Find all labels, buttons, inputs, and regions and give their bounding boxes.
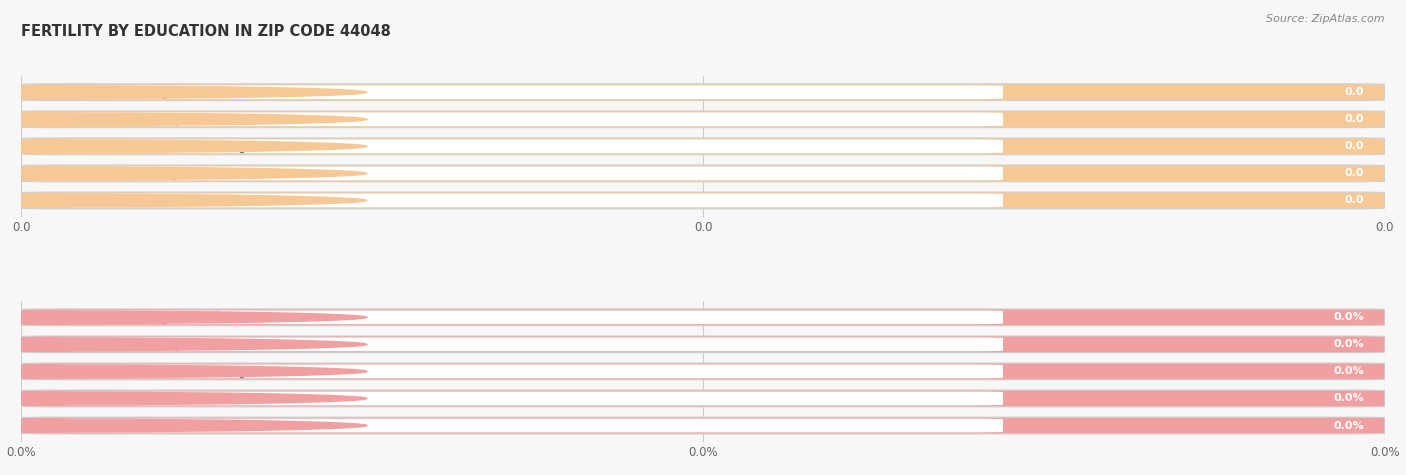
Text: FERTILITY BY EDUCATION IN ZIP CODE 44048: FERTILITY BY EDUCATION IN ZIP CODE 44048 xyxy=(21,24,391,39)
Text: 0.0%: 0.0% xyxy=(1334,339,1364,349)
FancyBboxPatch shape xyxy=(21,336,1385,353)
Text: 0.0%: 0.0% xyxy=(1334,420,1364,430)
Text: Graduate Degree: Graduate Degree xyxy=(90,194,191,207)
FancyBboxPatch shape xyxy=(21,84,1385,101)
Text: 0.0%: 0.0% xyxy=(1334,312,1364,323)
FancyBboxPatch shape xyxy=(55,311,1002,324)
FancyBboxPatch shape xyxy=(21,111,1385,128)
Circle shape xyxy=(0,86,367,99)
FancyBboxPatch shape xyxy=(21,138,1385,155)
FancyBboxPatch shape xyxy=(21,390,1385,407)
FancyBboxPatch shape xyxy=(55,337,1002,351)
Text: 0.0: 0.0 xyxy=(1346,195,1364,206)
Text: 0.0%: 0.0% xyxy=(1334,393,1364,403)
FancyBboxPatch shape xyxy=(55,167,1002,180)
Text: College or Associate's Degree: College or Associate's Degree xyxy=(90,365,266,378)
Text: 0.0%: 0.0% xyxy=(1334,366,1364,376)
Text: 0.0: 0.0 xyxy=(1346,114,1364,124)
Circle shape xyxy=(0,311,367,323)
Text: Less than High School: Less than High School xyxy=(90,311,219,324)
Text: High School Diploma: High School Diploma xyxy=(90,338,212,351)
Text: Bachelor's Degree: Bachelor's Degree xyxy=(90,167,197,180)
FancyBboxPatch shape xyxy=(55,194,1002,207)
FancyBboxPatch shape xyxy=(55,364,1002,378)
Text: Graduate Degree: Graduate Degree xyxy=(90,419,191,432)
FancyBboxPatch shape xyxy=(55,113,1002,126)
Text: High School Diploma: High School Diploma xyxy=(90,113,212,126)
Circle shape xyxy=(0,338,367,351)
Circle shape xyxy=(0,113,367,126)
Circle shape xyxy=(0,140,367,152)
Text: College or Associate's Degree: College or Associate's Degree xyxy=(90,140,266,153)
Circle shape xyxy=(0,167,367,180)
FancyBboxPatch shape xyxy=(21,309,1385,326)
FancyBboxPatch shape xyxy=(21,192,1385,209)
Circle shape xyxy=(0,194,367,207)
FancyBboxPatch shape xyxy=(21,165,1385,182)
FancyBboxPatch shape xyxy=(55,418,1002,432)
FancyBboxPatch shape xyxy=(55,391,1002,405)
Text: 0.0: 0.0 xyxy=(1346,87,1364,97)
FancyBboxPatch shape xyxy=(55,86,1002,99)
FancyBboxPatch shape xyxy=(21,363,1385,380)
Circle shape xyxy=(0,365,367,378)
Text: Source: ZipAtlas.com: Source: ZipAtlas.com xyxy=(1267,14,1385,24)
Circle shape xyxy=(0,419,367,432)
FancyBboxPatch shape xyxy=(55,140,1002,153)
Text: 0.0: 0.0 xyxy=(1346,169,1364,179)
Text: Bachelor's Degree: Bachelor's Degree xyxy=(90,392,197,405)
Circle shape xyxy=(0,392,367,405)
Text: 0.0: 0.0 xyxy=(1346,142,1364,152)
Text: Less than High School: Less than High School xyxy=(90,86,219,99)
FancyBboxPatch shape xyxy=(21,417,1385,434)
